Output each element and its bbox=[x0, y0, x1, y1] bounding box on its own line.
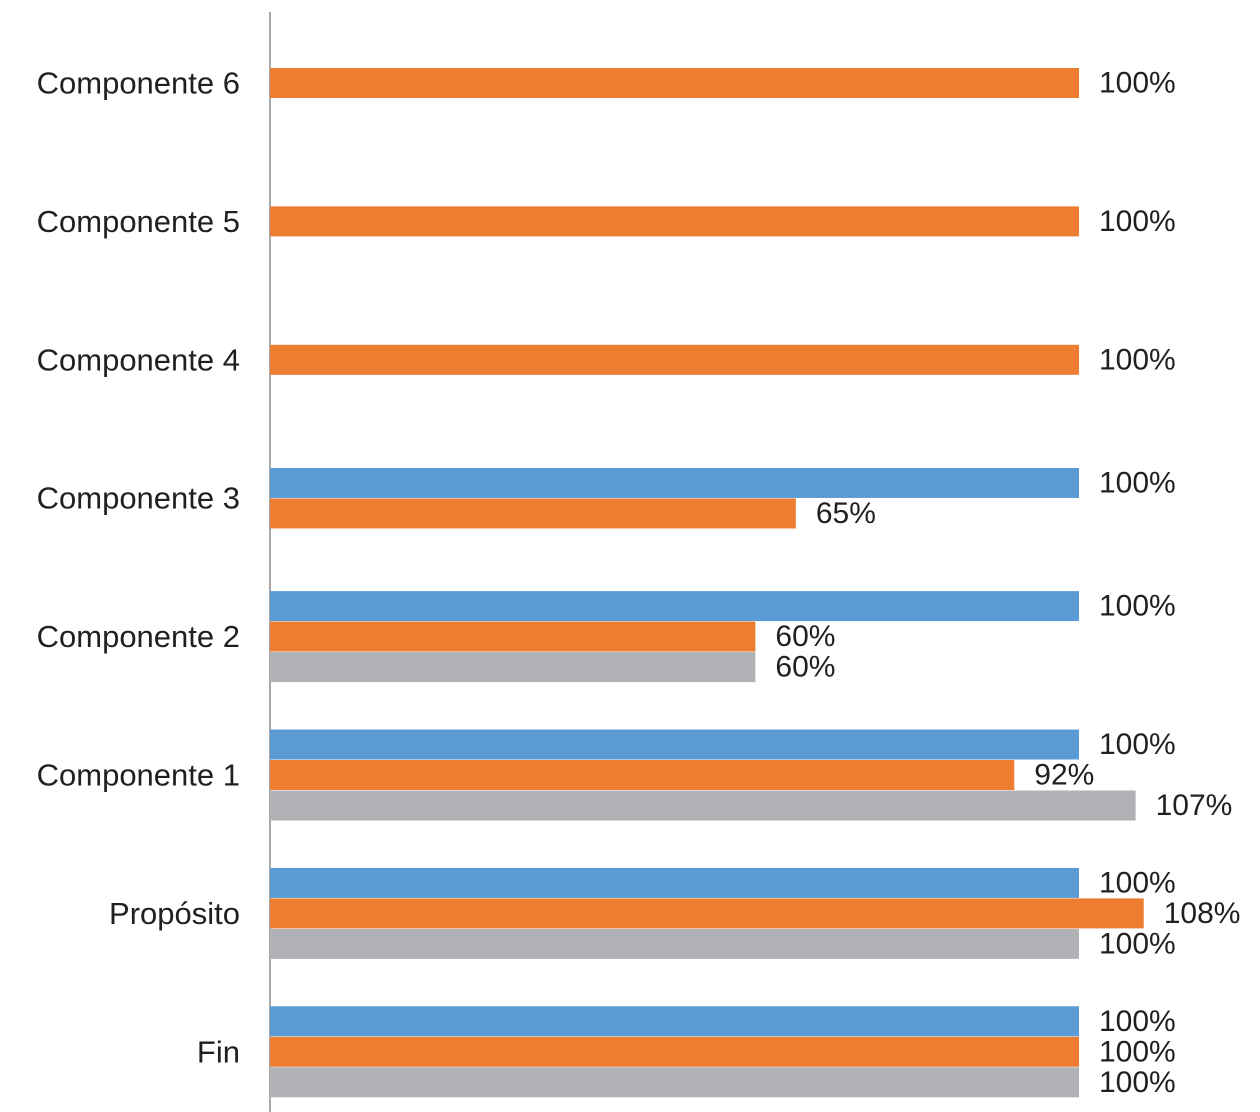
bar-series-1 bbox=[270, 1006, 1079, 1037]
data-label: 100% bbox=[1099, 343, 1176, 376]
bar-series-2 bbox=[270, 498, 796, 529]
bar-series-2 bbox=[270, 206, 1079, 237]
bar-series-3 bbox=[270, 928, 1079, 959]
data-label: 60% bbox=[775, 651, 835, 684]
category-label: Componente 2 bbox=[37, 619, 240, 654]
bar-series-1 bbox=[270, 729, 1079, 760]
data-label: 100% bbox=[1099, 1066, 1176, 1099]
data-label: 100% bbox=[1099, 205, 1176, 238]
bar-series-1 bbox=[270, 867, 1079, 898]
bar-series-2 bbox=[270, 760, 1015, 790]
category-label: Propósito bbox=[109, 896, 240, 931]
data-label: 100% bbox=[1099, 866, 1176, 899]
category-label: Fin bbox=[197, 1034, 240, 1069]
data-label: 65% bbox=[816, 497, 876, 530]
bar-series-3 bbox=[270, 652, 756, 683]
bar-series-3 bbox=[270, 790, 1136, 821]
bar-series-2 bbox=[270, 344, 1079, 375]
data-label: 60% bbox=[775, 620, 835, 653]
category-label: Componente 3 bbox=[37, 481, 240, 516]
data-label: 92% bbox=[1034, 759, 1094, 792]
data-label: 100% bbox=[1099, 67, 1176, 100]
bar-series-2 bbox=[270, 1036, 1079, 1067]
data-label: 100% bbox=[1099, 1005, 1176, 1038]
data-label: 100% bbox=[1099, 728, 1176, 761]
data-label: 108% bbox=[1164, 897, 1241, 930]
category-label: Componente 6 bbox=[37, 66, 240, 101]
data-label: 100% bbox=[1099, 590, 1176, 623]
category-label: Componente 4 bbox=[37, 342, 240, 377]
bar-series-3 bbox=[270, 1067, 1079, 1098]
bar-series-1 bbox=[270, 591, 1079, 622]
data-label: 100% bbox=[1099, 466, 1176, 499]
data-label: 100% bbox=[1099, 1035, 1176, 1068]
category-label: Componente 1 bbox=[37, 758, 240, 793]
bar-series-2 bbox=[270, 898, 1144, 929]
bar-series-2 bbox=[270, 68, 1079, 98]
data-label: 107% bbox=[1156, 789, 1233, 822]
category-label: Componente 5 bbox=[37, 204, 240, 239]
data-label: 100% bbox=[1099, 927, 1176, 960]
bar-series-1 bbox=[270, 467, 1079, 498]
bar-series-2 bbox=[270, 621, 756, 652]
